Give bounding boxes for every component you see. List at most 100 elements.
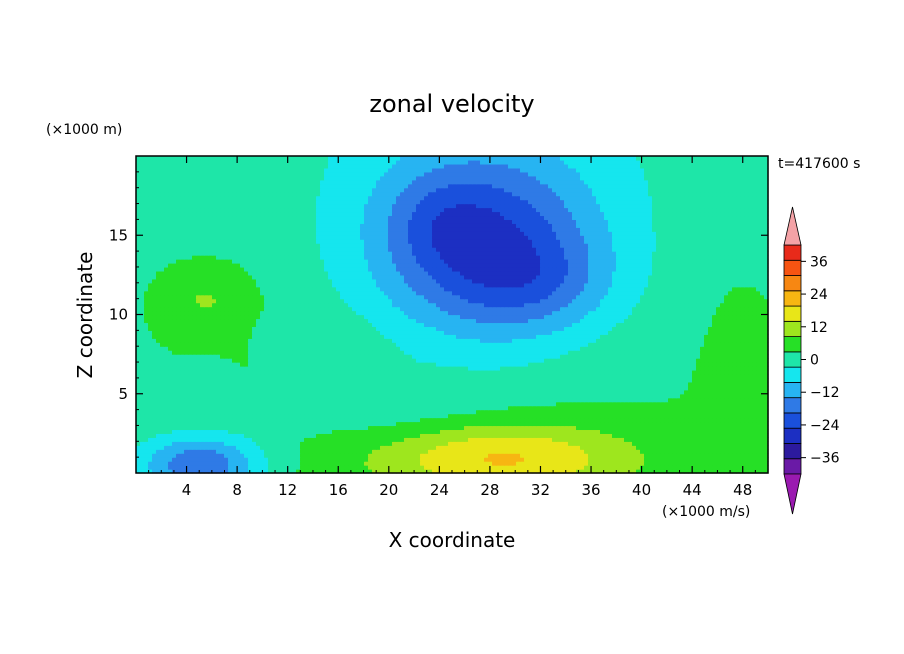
field-cell <box>304 449 309 454</box>
field-cell <box>208 449 213 454</box>
field-cell <box>704 409 709 415</box>
field-cell <box>580 389 585 395</box>
field-cell <box>292 433 297 438</box>
field-cell <box>424 366 429 371</box>
field-cell <box>292 393 297 399</box>
field-cell <box>544 453 549 458</box>
field-cell <box>384 453 389 458</box>
field-cell <box>528 405 533 411</box>
field-cell <box>164 449 169 454</box>
field-cell <box>748 409 753 415</box>
field-cell <box>392 437 397 442</box>
field-cell <box>452 389 457 395</box>
field-cell <box>392 366 397 371</box>
field-cell <box>328 358 333 363</box>
field-cell <box>412 425 417 431</box>
field-cell <box>264 461 269 466</box>
field-cell <box>156 417 161 423</box>
field-cell <box>608 393 613 399</box>
field-cell <box>164 405 169 411</box>
field-cell <box>496 429 501 434</box>
field-cell <box>288 393 293 399</box>
field-cell <box>648 465 653 470</box>
field-cell <box>300 469 305 474</box>
field-cell <box>700 405 705 411</box>
field-cell <box>496 358 501 363</box>
field-cell <box>384 373 389 379</box>
field-cell <box>284 369 289 375</box>
field-cell <box>156 437 161 442</box>
field-cell <box>556 465 561 470</box>
field-cell <box>252 362 257 367</box>
field-cell <box>396 377 401 383</box>
field-cell <box>732 465 737 470</box>
field-cell <box>376 369 381 375</box>
field-cell <box>668 449 673 454</box>
field-cell <box>556 358 561 363</box>
field-cell <box>732 461 737 466</box>
field-cell <box>572 381 577 387</box>
field-cell <box>420 397 425 403</box>
field-cell <box>340 369 345 375</box>
field-cell <box>348 449 353 454</box>
field-cell <box>376 385 381 391</box>
field-cell <box>308 437 313 442</box>
field-cell <box>472 421 477 427</box>
field-cell <box>764 433 769 438</box>
field-cell <box>276 437 281 442</box>
field-cell <box>728 449 733 454</box>
field-cell <box>564 381 569 387</box>
field-cell <box>184 421 189 427</box>
field-cell <box>336 385 341 391</box>
field-cell <box>400 457 405 462</box>
field-cell <box>760 425 765 431</box>
field-cell <box>700 457 705 462</box>
field-cell <box>320 437 325 442</box>
field-cell <box>340 393 345 399</box>
field-cell <box>736 362 741 367</box>
field-cell <box>284 445 289 450</box>
field-cell <box>540 441 545 446</box>
field-cell <box>328 409 333 415</box>
field-cell <box>252 409 257 415</box>
field-cell <box>688 453 693 458</box>
field-cell <box>744 413 749 419</box>
field-cell <box>284 366 289 371</box>
field-cell <box>416 417 421 423</box>
field-cell <box>160 354 165 359</box>
field-cell <box>272 453 277 458</box>
field-cell <box>152 397 157 403</box>
field-cell <box>564 421 569 427</box>
field-cell <box>224 465 229 470</box>
field-cell <box>356 385 361 391</box>
field-cell <box>556 449 561 454</box>
field-cell <box>156 461 161 466</box>
field-cell <box>608 433 613 438</box>
field-cell <box>276 469 281 474</box>
field-cell <box>580 445 585 450</box>
field-cell <box>756 354 761 359</box>
field-cell <box>240 362 245 367</box>
field-cell <box>632 441 637 446</box>
field-cell <box>248 354 253 359</box>
field-cell <box>360 373 365 379</box>
field-cell <box>440 369 445 375</box>
field-cell <box>668 457 673 462</box>
field-cell <box>296 401 301 407</box>
field-cell <box>416 358 421 363</box>
field-cell <box>764 469 769 474</box>
field-cell <box>280 377 285 383</box>
field-cell <box>472 389 477 395</box>
field-cell <box>200 405 205 411</box>
field-cell <box>388 366 393 371</box>
field-cell <box>484 453 489 458</box>
field-cell <box>664 358 669 363</box>
field-cell <box>288 358 293 363</box>
field-cell <box>464 389 469 395</box>
field-cell <box>536 421 541 427</box>
field-cell <box>396 389 401 395</box>
field-cell <box>588 362 593 367</box>
field-cell <box>628 389 633 395</box>
field-cell <box>704 405 709 411</box>
field-cell <box>408 445 413 450</box>
